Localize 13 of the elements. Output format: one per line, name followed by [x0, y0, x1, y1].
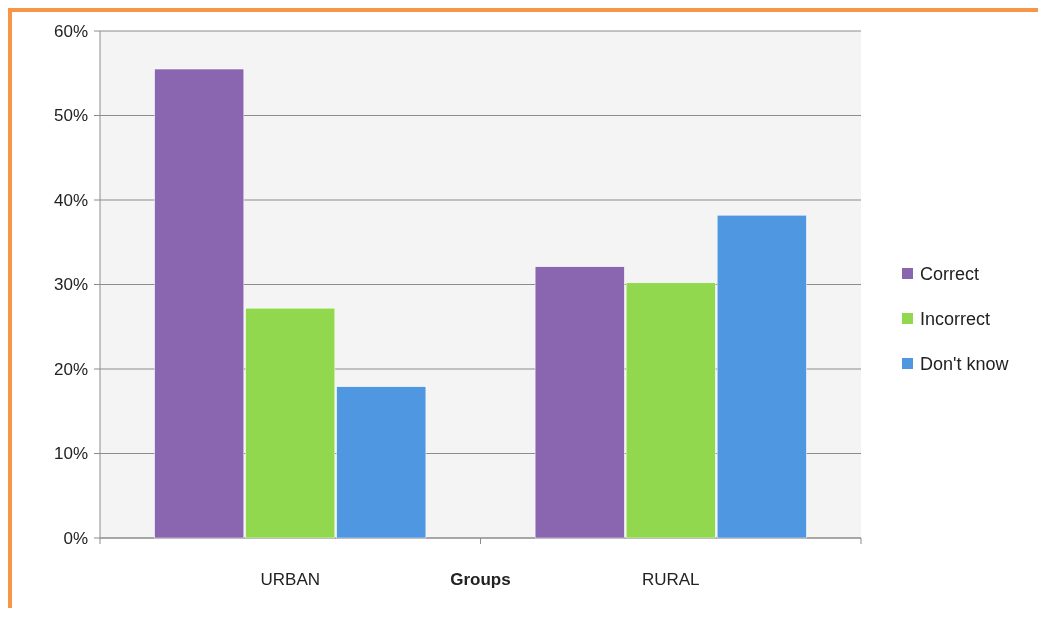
- y-tick-label: 40%: [53, 190, 88, 210]
- x-tick-label: RURAL: [641, 570, 700, 589]
- y-tick-label: 0%: [63, 528, 88, 548]
- y-tick-label: 50%: [53, 106, 88, 126]
- y-tick-label: 20%: [53, 359, 88, 379]
- legend-label: Don't know: [920, 354, 1010, 375]
- y-tick-label: 60%: [53, 21, 88, 41]
- legend-label: Incorrect: [920, 309, 991, 330]
- x-tick-label: URBAN: [260, 570, 321, 589]
- y-tick-label: 10%: [53, 444, 88, 464]
- x-axis-title: Groups: [450, 570, 511, 589]
- y-tick-label: 30%: [53, 275, 88, 295]
- legend-label: Correct: [920, 264, 980, 285]
